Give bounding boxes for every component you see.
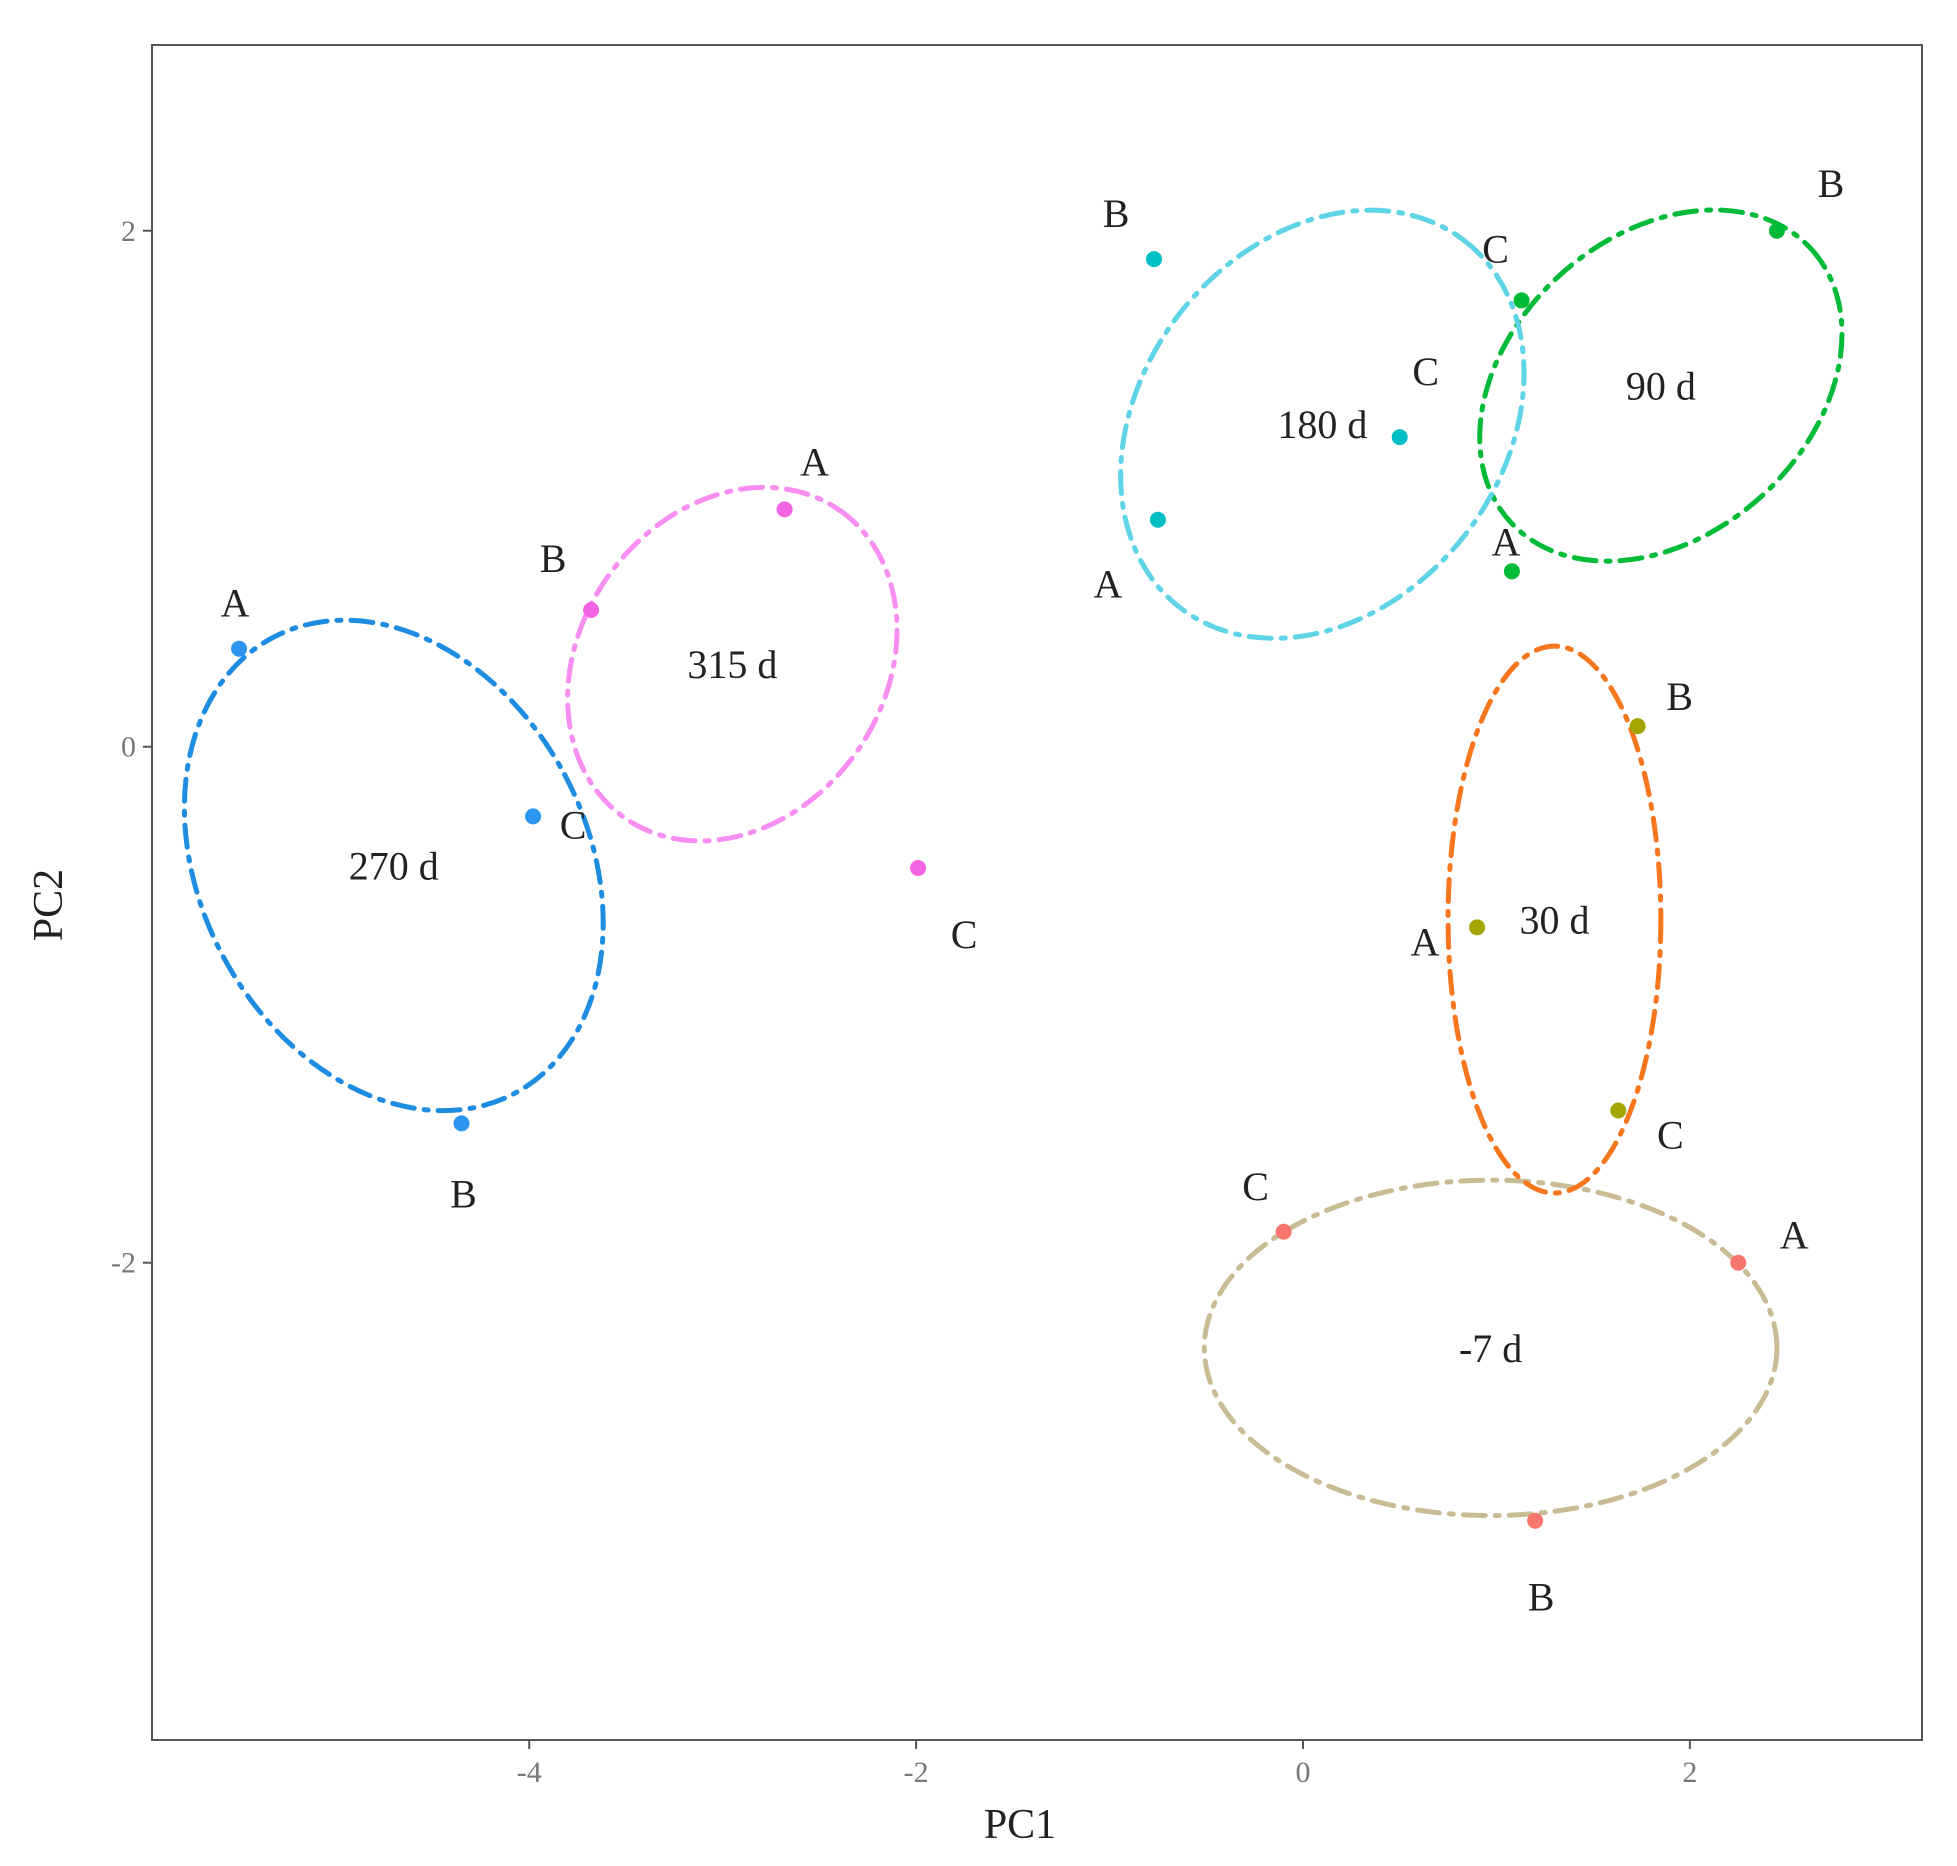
data-point xyxy=(1610,1102,1627,1119)
confidence-ellipse xyxy=(1118,207,1527,641)
x-tick-label: 0 xyxy=(1295,1756,1310,1789)
confidence-ellipse xyxy=(181,617,606,1114)
point-label: A xyxy=(800,439,829,484)
point-label: A xyxy=(1780,1213,1809,1258)
point-label: B xyxy=(1103,191,1130,236)
point-label: A xyxy=(1411,919,1440,964)
point-label: A xyxy=(1491,519,1520,564)
data-point xyxy=(583,602,600,618)
group-label: 30 d xyxy=(1519,898,1589,943)
x-tick-label: 2 xyxy=(1682,1756,1697,1789)
data-point xyxy=(231,640,248,657)
confidence-ellipse xyxy=(1201,1177,1780,1519)
group-label: 315 d xyxy=(687,642,777,687)
point-label: A xyxy=(1093,562,1122,607)
point-label-layer: A B C A B C A B C A B C A B C A B C xyxy=(221,161,1845,1620)
x-axis-title: PC1 xyxy=(984,1802,1056,1848)
group-label-layer: -7 d 30 d 90 d 180 d 270 d 315 d xyxy=(349,364,1696,1371)
point-layer xyxy=(231,222,1785,1529)
point-label: B xyxy=(1528,1575,1555,1620)
group-label: 270 d xyxy=(349,843,439,888)
data-point xyxy=(1391,429,1408,446)
data-point xyxy=(910,859,927,876)
group-label: 90 d xyxy=(1626,364,1696,409)
data-point xyxy=(453,1115,470,1132)
data-point xyxy=(1275,1223,1292,1240)
point-label: C xyxy=(1412,349,1439,394)
x-tick-label: -4 xyxy=(517,1756,542,1789)
point-label: C xyxy=(1242,1164,1269,1209)
point-label: B xyxy=(540,536,567,581)
x-tick-label: -2 xyxy=(904,1756,929,1789)
data-point xyxy=(1629,718,1646,735)
x-axis-ticks: -4 -2 0 2 xyxy=(517,1740,1697,1789)
confidence-ellipse xyxy=(1477,207,1845,564)
point-label: B xyxy=(450,1171,477,1216)
point-label: C xyxy=(560,802,587,847)
y-tick-label: 0 xyxy=(121,731,136,764)
ellipse-layer xyxy=(181,207,1845,1519)
y-tick-label: 2 xyxy=(121,215,136,248)
point-label: B xyxy=(1818,161,1845,206)
data-point xyxy=(776,501,793,518)
data-point xyxy=(1146,251,1163,268)
data-point xyxy=(525,808,542,825)
y-axis-ticks: 2 0 -2 xyxy=(111,215,152,1280)
y-axis-title: PC2 xyxy=(26,869,72,941)
data-point xyxy=(1527,1512,1544,1529)
data-point xyxy=(1730,1254,1747,1271)
data-point xyxy=(1149,511,1166,528)
confidence-ellipse xyxy=(1445,643,1664,1196)
point-label: A xyxy=(221,581,250,626)
point-label: C xyxy=(1657,1113,1684,1158)
group-label: -7 d xyxy=(1459,1326,1522,1371)
y-tick-label: -2 xyxy=(111,1247,136,1280)
data-point xyxy=(1469,919,1486,936)
data-point xyxy=(1768,222,1785,239)
data-point xyxy=(1513,292,1530,309)
plot-panel xyxy=(151,44,1923,1741)
point-label: B xyxy=(1666,674,1693,719)
group-label: 180 d xyxy=(1277,402,1367,447)
point-label: C xyxy=(1482,226,1509,271)
data-point xyxy=(1503,563,1520,580)
confidence-ellipse xyxy=(565,484,900,844)
point-label: C xyxy=(951,912,978,957)
